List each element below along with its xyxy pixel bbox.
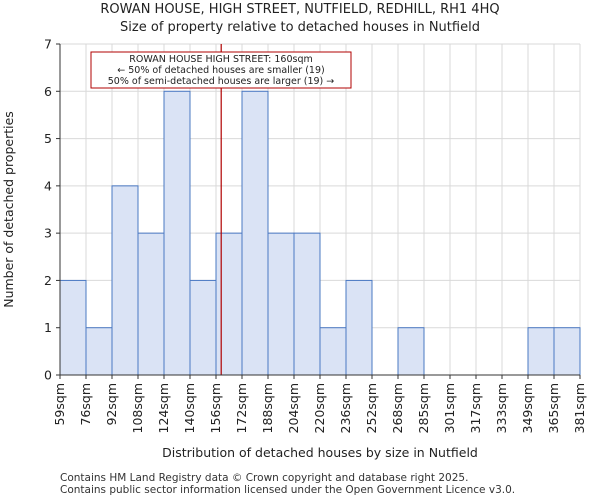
y-tick-label: 7 xyxy=(44,37,52,52)
y-tick-label: 5 xyxy=(44,131,52,146)
x-tick-label: 76sqm xyxy=(78,383,93,426)
bar xyxy=(241,90,269,376)
x-tick-label: 285sqm xyxy=(416,383,431,433)
chart-subtitle: Size of property relative to detached ho… xyxy=(120,20,480,35)
annotation-line-1: ROWAN HOUSE HIGH STREET: 160sqm xyxy=(129,54,312,65)
x-tick-label: 268sqm xyxy=(390,383,405,433)
chart-title: ROWAN HOUSE, HIGH STREET, NUTFIELD, REDH… xyxy=(100,2,500,17)
bar xyxy=(267,232,295,376)
x-tick-label: 220sqm xyxy=(312,383,327,433)
y-tick-label: 4 xyxy=(44,178,52,193)
annotation-line-2: ← 50% of detached houses are smaller (19… xyxy=(117,65,324,76)
x-tick-label: 252sqm xyxy=(364,383,379,433)
x-tick-label: 333sqm xyxy=(494,383,509,433)
y-tick-label: 6 xyxy=(44,84,52,99)
x-tick-label: 124sqm xyxy=(156,383,171,433)
x-tick-label: 317sqm xyxy=(468,383,483,433)
x-tick-labels: 59sqm 76sqm 92sqm 108sqm 124sqm 140sqm 156sqm 1… xyxy=(52,375,587,433)
bar xyxy=(85,327,113,376)
annotation-rect xyxy=(90,51,352,89)
x-tick-label: 301sqm xyxy=(442,383,457,433)
bar xyxy=(163,90,191,376)
x-tick-label: 365sqm xyxy=(546,383,561,433)
x-tick-label: 140sqm xyxy=(182,383,197,433)
bar xyxy=(345,279,373,376)
bar xyxy=(215,232,243,376)
x-tick-label: 349sqm xyxy=(520,383,535,433)
y-axis-label: Number of detached properties xyxy=(1,111,16,308)
y-tick-label: 2 xyxy=(44,273,52,288)
annotation-line-3: 50% of semi-detached houses are larger (… xyxy=(108,76,335,87)
bar xyxy=(293,232,321,376)
bar xyxy=(553,327,581,376)
x-tick-label: 204sqm xyxy=(286,383,301,433)
bar xyxy=(111,185,139,376)
footer-line-2: Contains public sector information licen… xyxy=(60,484,516,496)
y-tick-labels: 0 1 2 3 4 5 6 7 xyxy=(44,37,60,383)
x-tick-label: 92sqm xyxy=(104,383,119,426)
x-tick-label: 188sqm xyxy=(260,383,275,433)
footer-line-1: Contains HM Land Registry data © Crown c… xyxy=(60,472,469,484)
bar xyxy=(527,327,555,376)
bar xyxy=(137,232,165,376)
bar xyxy=(59,279,87,376)
x-tick-label: 59sqm xyxy=(52,383,67,426)
x-tick-label: 156sqm xyxy=(208,383,223,433)
y-tick-label: 0 xyxy=(44,368,52,383)
x-tick-label: 381sqm xyxy=(572,383,587,433)
x-axis-label: Distribution of detached houses by size … xyxy=(162,445,478,460)
y-tick-label: 1 xyxy=(44,320,52,335)
x-tick-label: 236sqm xyxy=(338,383,353,433)
y-tick-label: 3 xyxy=(44,226,52,241)
bar xyxy=(319,327,347,376)
annotation-box: ROWAN HOUSE HIGH STREET: 160sqm ← 50% of… xyxy=(90,51,352,89)
x-tick-label: 172sqm xyxy=(234,383,249,433)
bar xyxy=(189,279,217,376)
bar xyxy=(397,327,425,376)
x-tick-label: 108sqm xyxy=(130,383,145,433)
